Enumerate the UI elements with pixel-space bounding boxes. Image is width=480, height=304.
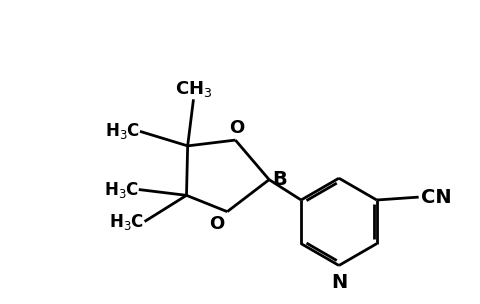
Text: H$_3$C: H$_3$C bbox=[105, 121, 140, 141]
Text: O: O bbox=[229, 119, 244, 136]
Text: H$_3$C: H$_3$C bbox=[109, 212, 144, 232]
Text: CH$_3$: CH$_3$ bbox=[175, 79, 212, 99]
Text: CN: CN bbox=[421, 188, 452, 207]
Text: N: N bbox=[331, 273, 347, 292]
Text: O: O bbox=[209, 215, 224, 233]
Text: B: B bbox=[273, 170, 288, 189]
Text: H$_3$C: H$_3$C bbox=[104, 180, 139, 199]
